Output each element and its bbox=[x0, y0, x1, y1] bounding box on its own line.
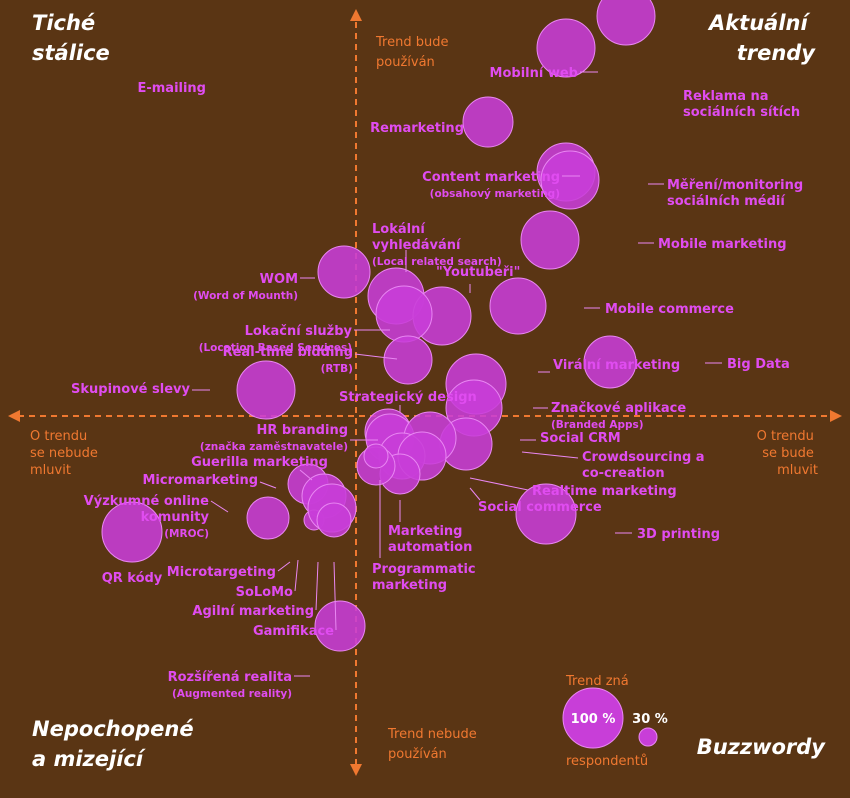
axis-label-right: O trendu se bude mluvit bbox=[757, 429, 818, 478]
label-big-data: Big Data bbox=[727, 357, 790, 372]
bubble-3d-printing bbox=[515, 483, 577, 545]
label-real-time-bidding: Real-time bidding (RTB) bbox=[223, 345, 353, 375]
label-strategicky-design: Strategický design bbox=[339, 390, 477, 405]
leader-line bbox=[315, 561, 319, 611]
quadrant-top-right-title: Aktuální trendy bbox=[707, 11, 816, 65]
bubble-real-time-bidding bbox=[383, 335, 433, 385]
label-qr-kody: QR kódy bbox=[102, 571, 163, 586]
leader-line bbox=[469, 487, 481, 501]
bubble-mobile-commerce bbox=[489, 277, 547, 335]
leader-line bbox=[294, 559, 299, 592]
bubble-remarketing bbox=[462, 96, 514, 148]
label-reklama-na-socialnich-sitich: Reklama na sociálních sítích bbox=[683, 89, 800, 120]
label-programmatic-marketing: Programmatic marketing bbox=[372, 562, 476, 593]
bubble-skupinove-slevy bbox=[236, 360, 296, 420]
leader-line bbox=[333, 561, 337, 631]
label-mobile-marketing: Mobile marketing bbox=[658, 237, 787, 252]
label-znackove-aplikace: Značkové aplikace (Branded Apps) bbox=[551, 401, 686, 431]
leader-line bbox=[259, 481, 277, 489]
label-viralni-marketing: Virální marketing bbox=[553, 358, 680, 373]
legend-title: Trend zná bbox=[565, 674, 629, 689]
axis-label-top: Trend bude používán bbox=[375, 35, 453, 70]
bubble-big-data bbox=[583, 335, 637, 389]
bubbles-layer bbox=[101, 0, 656, 652]
legend-big-bubble bbox=[562, 687, 624, 749]
bubble-programmatic-marketing bbox=[363, 443, 389, 469]
arrow-left-icon bbox=[8, 410, 20, 422]
quadrant-bottom-right-title: Buzzwordy bbox=[697, 735, 827, 759]
bubble-mobile-marketing bbox=[520, 210, 580, 270]
legend-small-bubble bbox=[638, 727, 658, 747]
label-solomo: SoLoMo bbox=[236, 585, 293, 600]
label-wom: WOM (Word of Mounth) bbox=[193, 272, 298, 302]
label-agilni-marketing: Agilní marketing bbox=[192, 604, 314, 619]
leader-line bbox=[299, 469, 313, 481]
label-youtuberi: "Youtubeři" bbox=[436, 265, 520, 280]
bubble-microtargeting bbox=[246, 496, 290, 540]
label-lokacni-sluzby: Lokační služby (Location Based Services) bbox=[199, 324, 353, 354]
label-mobile-commerce: Mobile commerce bbox=[605, 302, 734, 317]
label-3d-printing: 3D printing bbox=[637, 527, 720, 542]
axis-label-left: O trendu se nebude mluvit bbox=[30, 429, 102, 478]
leader-line bbox=[210, 500, 229, 513]
label-vyzkumne-online-komunity: Výzkumné online komunity (MROC) bbox=[84, 494, 210, 540]
legend-big-value: 100 % bbox=[571, 712, 616, 727]
bubble-lokacni-sluzby bbox=[375, 285, 433, 343]
quadrant-bottom-left-title: Nepochopené a mizející bbox=[32, 717, 201, 771]
label-realtime-marketing: Realtime marketing bbox=[532, 484, 677, 499]
arrow-right-icon bbox=[830, 410, 842, 422]
label-microtargeting: Microtargeting bbox=[167, 565, 276, 580]
label-mobilni-web: Mobilní web bbox=[490, 66, 578, 81]
label-guerilla-marketing: Guerilla marketing bbox=[191, 455, 328, 470]
label-skupinove-slevy: Skupinové slevy bbox=[71, 382, 191, 397]
label-rozsirena-realita: Rozšířená realita (Augmented reality) bbox=[168, 670, 292, 700]
label-lokalni-vyhledavani: Lokální vyhledávání (Local related search) bbox=[372, 222, 502, 268]
bubble-rozsirena-realita bbox=[314, 600, 366, 652]
bubble-wom bbox=[317, 245, 371, 299]
leader-line bbox=[277, 561, 291, 572]
label-marketing-automation: Marketing automation bbox=[388, 524, 472, 555]
arrow-up-icon bbox=[350, 9, 362, 21]
arrow-down-icon bbox=[350, 764, 362, 776]
bubble-mereni-monitoring-socialnich-medii bbox=[540, 150, 600, 210]
bubble-reklama-na-socialnich-sitich bbox=[596, 0, 656, 46]
leader-line bbox=[469, 477, 529, 491]
axis-label-bottom: Trend nebude používán bbox=[387, 727, 481, 762]
label-social-commerce: Social commerce bbox=[478, 500, 602, 515]
label-content-marketing: Content marketing (obsahový marketing) bbox=[422, 170, 560, 200]
bubble-mobilni-web bbox=[536, 18, 596, 78]
label-mereni-monitoring-socialnich-medii: Měření/monitoring sociálních médií bbox=[667, 178, 803, 209]
bubble-qr-kody bbox=[101, 501, 163, 563]
label-hr-branding: HR branding (značka zaměstnavatele) bbox=[200, 423, 348, 453]
label-remarketing: Remarketing bbox=[370, 121, 464, 136]
bubble-gamifikace bbox=[316, 502, 352, 538]
labels-layer: E-mailing Mobilní web Reklama na sociálních… bbox=[71, 66, 803, 700]
legend-small-value: 30 % bbox=[632, 712, 668, 727]
label-micromarketing: Micromarketing bbox=[142, 473, 258, 488]
label-crowdsourcing-a-co-creation: Crowdsourcing a co-creation bbox=[582, 450, 705, 481]
label-e-mailing: E-mailing bbox=[137, 81, 206, 96]
quadrant-top-left-title: Tiché stálice bbox=[32, 11, 110, 65]
label-gamifikace: Gamifikace bbox=[253, 624, 334, 639]
label-social-crm: Social CRM bbox=[540, 431, 621, 446]
legend: Trend zná 100 % 30 % respondentů bbox=[562, 674, 668, 769]
leader-line bbox=[354, 353, 398, 360]
leader-line bbox=[521, 451, 579, 459]
legend-footer: respondentů bbox=[566, 754, 648, 769]
